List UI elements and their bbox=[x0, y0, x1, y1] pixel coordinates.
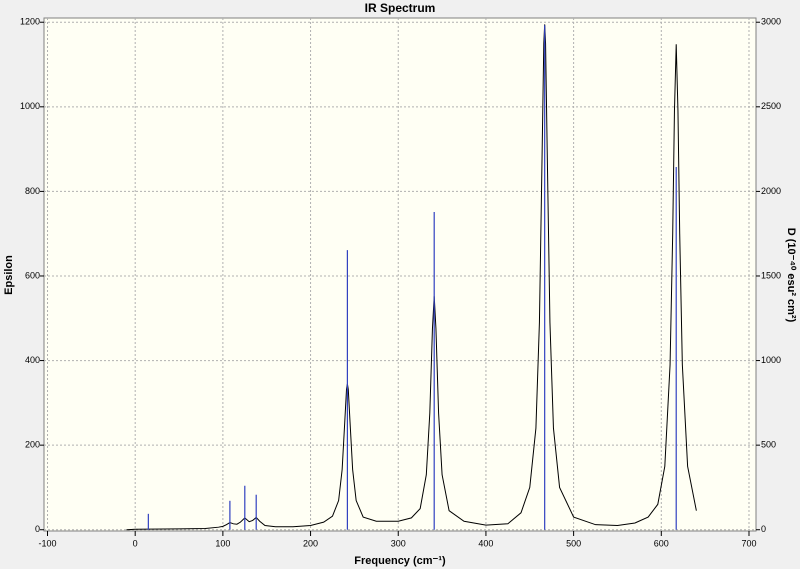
y-tick-label: 0 bbox=[35, 524, 40, 534]
x-axis-title: Frequency (cm⁻¹) bbox=[354, 555, 446, 567]
y2-tick-label: 2000 bbox=[761, 186, 781, 196]
y2-tick-label: 2500 bbox=[761, 101, 781, 111]
y-axis-title: Epsilon bbox=[3, 255, 15, 295]
x-tick-label: 100 bbox=[215, 538, 230, 548]
x-tick-label: 700 bbox=[741, 538, 756, 548]
spectrum-line bbox=[126, 24, 697, 531]
y-tick-label: 800 bbox=[25, 186, 40, 196]
y-tick-label: 600 bbox=[25, 270, 40, 280]
y-tick-label: 200 bbox=[25, 440, 40, 450]
x-tick-label: -100 bbox=[38, 538, 56, 548]
y2-axis-title: D (10⁻⁴⁰ esu² cm²) bbox=[785, 228, 797, 323]
y2-tick-label: 500 bbox=[761, 440, 776, 450]
plot-area bbox=[43, 17, 757, 532]
y2-tick-label: 3000 bbox=[761, 17, 781, 27]
x-tick-label: 400 bbox=[478, 538, 493, 548]
y-tick-label: 1000 bbox=[20, 101, 40, 111]
y2-tick-label: 0 bbox=[761, 524, 766, 534]
x-tick-label: 0 bbox=[133, 538, 138, 548]
x-tick-label: 300 bbox=[391, 538, 406, 548]
y-tick-label: 1200 bbox=[20, 17, 40, 27]
y2-tick-label: 1500 bbox=[761, 270, 781, 280]
x-tick-label: 600 bbox=[654, 538, 669, 548]
chart-title: IR Spectrum bbox=[365, 1, 436, 15]
x-tick-label: 200 bbox=[303, 538, 318, 548]
y-tick-label: 400 bbox=[25, 355, 40, 365]
y2-tick-label: 1000 bbox=[761, 355, 781, 365]
x-tick-label: 500 bbox=[566, 538, 581, 548]
